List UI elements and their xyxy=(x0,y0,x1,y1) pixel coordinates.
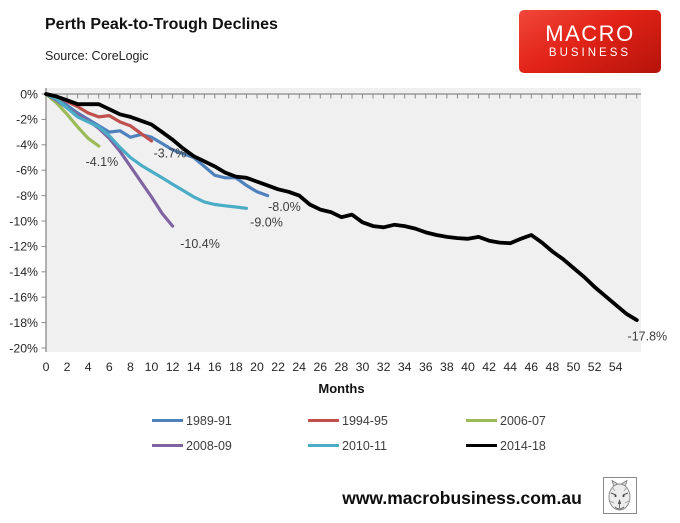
x-tick-label: 10 xyxy=(145,360,159,374)
legend-swatch xyxy=(152,444,183,447)
data-label: -10.4% xyxy=(180,237,220,251)
y-tick-label: -16% xyxy=(9,291,38,305)
series-line-2010-11 xyxy=(44,92,249,210)
source-label: Source: CoreLogic xyxy=(45,49,149,63)
legend-item-1994-95: 1994-95 xyxy=(308,413,466,428)
legend-label: 2014-18 xyxy=(500,438,546,453)
y-tick-label: 0% xyxy=(20,87,38,101)
chart-title: Perth Peak-to-Trough Declines xyxy=(45,16,278,33)
y-tick-label: -12% xyxy=(9,240,38,254)
x-tick-label: 20 xyxy=(250,360,264,374)
y-tick-label: -4% xyxy=(16,138,38,152)
data-label: -4.1% xyxy=(86,155,119,169)
logo-text-business: BUSINESS xyxy=(548,47,632,60)
legend-label: 2010-11 xyxy=(342,438,387,453)
series-line-2014-18 xyxy=(44,92,639,323)
data-label: -9.0% xyxy=(250,215,283,229)
x-tick-label: 42 xyxy=(482,360,496,374)
y-tick-label: -10% xyxy=(9,214,38,228)
x-tick-label: 14 xyxy=(187,360,201,374)
plot-area xyxy=(46,88,641,352)
x-tick-label: 28 xyxy=(335,360,349,374)
x-tick-label: 22 xyxy=(271,360,285,374)
legend-label: 1994-95 xyxy=(342,413,388,428)
y-tick-label: -6% xyxy=(16,164,38,178)
legend-swatch xyxy=(152,419,183,422)
chart-legend: 1989-91 1994-95 2006-07 2008-09 2010-11 2014-… xyxy=(152,413,586,453)
series-line-2006-07 xyxy=(44,92,101,148)
macrobusiness-logo: MACRO BUSINESS xyxy=(519,10,661,73)
legend-label: 1989-91 xyxy=(186,413,232,428)
legend-item-1989-91: 1989-91 xyxy=(152,413,308,428)
legend-swatch xyxy=(308,444,339,447)
x-tick-label: 18 xyxy=(229,360,243,374)
legend-swatch xyxy=(466,444,497,447)
x-tick-label: 36 xyxy=(419,360,433,374)
x-tick-label: 4 xyxy=(85,360,92,374)
x-tick-label: 0 xyxy=(43,360,50,374)
website-url: www.macrobusiness.com.au xyxy=(342,488,582,508)
x-tick-label: 30 xyxy=(356,360,370,374)
x-tick-label: 26 xyxy=(313,360,327,374)
data-label: -3.7% xyxy=(154,147,187,161)
legend-item-2010-11: 2010-11 xyxy=(308,438,466,453)
x-tick-label: 38 xyxy=(440,360,454,374)
legend-swatch xyxy=(308,419,339,422)
legend-label: 2008-09 xyxy=(186,438,232,453)
x-tick-label: 6 xyxy=(106,360,113,374)
legend-label: 2006-07 xyxy=(500,413,546,428)
x-tick-label: 8 xyxy=(127,360,134,374)
data-label: -8.0% xyxy=(268,200,301,214)
x-tick-label: 40 xyxy=(461,360,475,374)
wolf-logo-icon xyxy=(603,477,637,514)
logo-text-macro: MACRO xyxy=(545,21,635,47)
legend-item-2008-09: 2008-09 xyxy=(152,438,308,453)
x-tick-label: 50 xyxy=(567,360,581,374)
x-tick-label: 48 xyxy=(546,360,560,374)
x-tick-label: 52 xyxy=(588,360,602,374)
y-tick-label: -18% xyxy=(9,316,38,330)
x-tick-label: 32 xyxy=(377,360,391,374)
y-tick-label: -14% xyxy=(9,265,38,279)
legend-swatch xyxy=(466,419,497,422)
y-tick-label: -20% xyxy=(9,341,38,355)
y-tick-label: -8% xyxy=(16,189,38,203)
x-tick-label: 34 xyxy=(398,360,412,374)
x-tick-label: 24 xyxy=(292,360,306,374)
legend-item-2014-18: 2014-18 xyxy=(466,438,586,453)
x-tick-label: 54 xyxy=(609,360,623,374)
x-tick-label: 2 xyxy=(64,360,71,374)
x-tick-label: 16 xyxy=(208,360,222,374)
data-label: -17.8% xyxy=(628,330,668,344)
x-tick-label: 46 xyxy=(524,360,538,374)
x-tick-label: 44 xyxy=(503,360,517,374)
x-tick-label: 12 xyxy=(166,360,180,374)
x-axis-title: Months xyxy=(318,381,364,396)
legend-item-2006-07: 2006-07 xyxy=(466,413,586,428)
y-tick-label: -2% xyxy=(16,113,38,127)
